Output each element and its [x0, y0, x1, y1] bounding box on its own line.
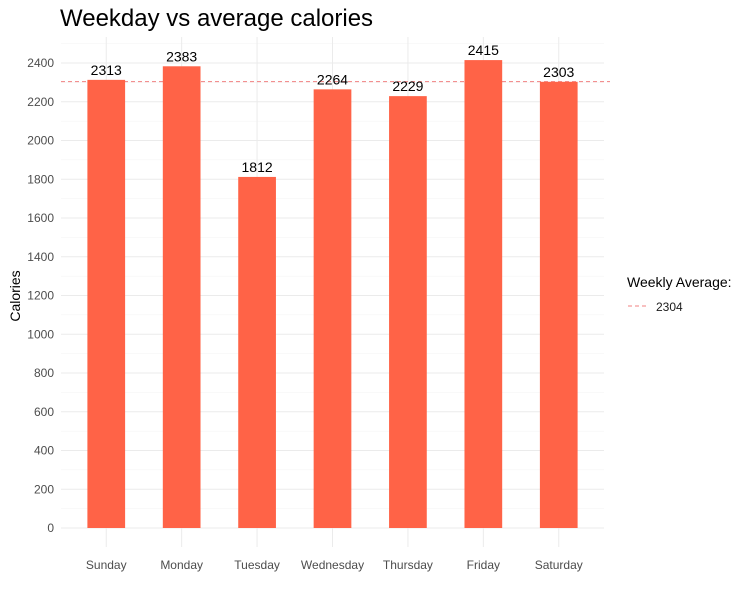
bar-value-label: 2264: [317, 71, 348, 87]
y-tick-label: 2400: [27, 56, 54, 70]
legend: Weekly Average: 2304: [627, 274, 732, 314]
x-tick-label: Tuesday: [234, 558, 280, 572]
x-tick-label: Friday: [467, 558, 500, 572]
x-tick-label: Thursday: [383, 558, 433, 572]
bar-sunday: [87, 79, 126, 528]
y-tick-label: 0: [47, 521, 54, 535]
y-tick-label: 800: [34, 366, 54, 380]
bar-monday: [162, 66, 201, 528]
bars: [87, 60, 578, 529]
y-tick-label: 200: [34, 482, 54, 496]
bar-value-label: 2415: [468, 42, 499, 58]
bar-saturday: [539, 81, 578, 528]
legend-entry-label: 2304: [656, 300, 683, 314]
legend-title: Weekly Average:: [627, 274, 732, 290]
y-tick-label: 1000: [27, 327, 54, 341]
bar-value-label: 2313: [91, 62, 122, 78]
x-tick-label: Monday: [160, 558, 203, 572]
y-tick-label: 1200: [27, 289, 54, 303]
x-tick-label: Wednesday: [301, 558, 364, 572]
bar-value-label: 2229: [392, 78, 423, 94]
y-tick-label: 1400: [27, 250, 54, 264]
bar-thursday: [389, 96, 427, 528]
bar-wednesday: [313, 89, 352, 528]
y-tick-label: 2000: [27, 134, 54, 148]
x-axis-ticks: Sunday Monday Tuesday Wednesday Thursday Frid…: [86, 558, 583, 572]
y-tick-label: 2200: [27, 95, 54, 109]
x-tick-label: Sunday: [86, 558, 127, 572]
x-tick-label: Saturday: [535, 558, 583, 572]
y-tick-label: 1600: [27, 211, 54, 225]
chart-title: Weekday vs average calories: [60, 5, 373, 32]
y-tick-label: 400: [34, 444, 54, 458]
y-axis-ticks: 0 200 400 600 800 1000 1200 1400 1600 1800 2000 220…: [27, 56, 54, 535]
bar-tuesday: [238, 176, 276, 529]
y-tick-label: 600: [34, 405, 54, 419]
bar-friday: [464, 60, 503, 528]
bar-labels: 2313 2383 1812 2264 2229 2415 2303: [91, 42, 575, 175]
y-axis-label: Calories: [7, 270, 23, 321]
bar-value-label: 2383: [166, 48, 197, 64]
bar-value-label: 1812: [242, 159, 273, 175]
y-tick-label: 1800: [27, 172, 54, 186]
bar-value-label: 2303: [543, 64, 574, 80]
